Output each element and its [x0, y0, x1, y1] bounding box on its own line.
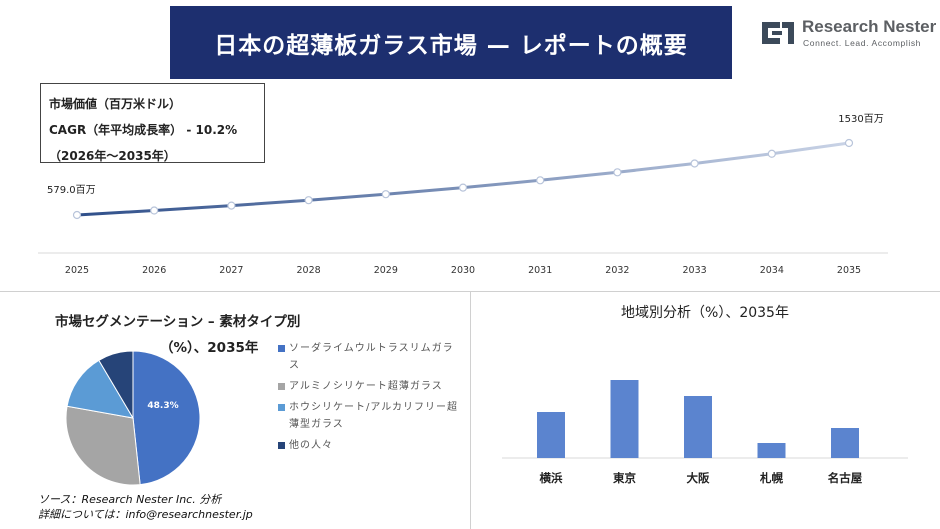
legend-item: 他の人々	[278, 437, 463, 454]
regional-bar-chart: 横浜 東京 大阪 札幌 名古屋	[502, 380, 908, 485]
material-type-pie-chart: 48.3%	[65, 350, 201, 486]
x-tick-label: 2027	[219, 265, 243, 276]
start-value-label: 579.0百万	[47, 184, 96, 196]
pie-slice	[98, 350, 134, 420]
line-point	[536, 176, 545, 185]
region-label: 名古屋	[828, 471, 863, 485]
x-tick-label: 2034	[760, 265, 784, 276]
pie-legend: ソーダライムウルトラスリムガラス アルミノシリケート超薄ガラス ホウシリケート/…	[278, 340, 463, 458]
legend-item: ソーダライムウルトラスリムガラス	[278, 340, 463, 374]
x-tick-label: 2025	[65, 265, 89, 276]
legend-swatch	[278, 404, 285, 411]
source-note: ソース：Research Nester Inc. 分析 詳細については：info…	[38, 492, 253, 522]
forecast-period-label: （2026年～2035年）	[49, 149, 176, 163]
line-point	[381, 190, 390, 199]
x-tick-label: 2029	[374, 265, 398, 276]
region-label: 大阪	[687, 471, 710, 485]
region-label: 札幌	[759, 471, 783, 485]
x-tick-label: 2032	[605, 265, 629, 276]
x-tick-label: 2030	[451, 265, 475, 276]
region-label: 横浜	[540, 471, 563, 485]
x-tick-label: 2028	[297, 265, 321, 276]
line-point	[458, 183, 468, 192]
line-point	[227, 201, 236, 210]
line-point	[150, 206, 159, 215]
x-tick-label: 2031	[528, 265, 552, 276]
segmentation-title: 市場セグメンテーション – 素材タイプ別	[55, 314, 301, 330]
legend-item: アルミノシリケート超薄ガラス	[278, 378, 463, 395]
source-line: ソース：Research Nester Inc. 分析	[38, 493, 222, 506]
x-tick-label: 2026	[142, 265, 166, 276]
market-info-box: 市場価値（百万米ドル） CAGR（年平均成長率） - 10.2% （2026年～…	[40, 83, 265, 163]
vertical-divider	[470, 292, 471, 529]
logo-icon	[762, 22, 794, 44]
line-point	[767, 149, 776, 158]
region-bar	[537, 412, 565, 458]
line-point	[613, 168, 622, 177]
pie-slice	[132, 350, 201, 486]
legend-swatch	[278, 383, 285, 390]
segmentation-subtitle: （%）、2035年	[160, 340, 259, 356]
region-bar	[831, 428, 859, 458]
pie-slice	[65, 405, 141, 486]
market-value-line-chart: 2025 2026 2027 2028 2029 2030 2031 2032 2033 2034…	[38, 113, 888, 276]
regional-analysis-title: 地域別分析（%）、2035年	[621, 305, 789, 321]
legend-swatch	[278, 442, 285, 449]
logo-name: Research Nester	[802, 17, 937, 36]
legend-label: ソーダライムウルトラスリムガラス	[289, 343, 454, 371]
end-value-label: 1530百万	[838, 113, 883, 125]
pie-slice	[66, 359, 134, 419]
page-title: 日本の超薄板ガラス市場 — レポートの概要	[170, 6, 732, 79]
pie-data-label: 48.3%	[147, 401, 178, 411]
cagr-label: CAGR（年平均成長率） - 10.2%	[49, 123, 238, 137]
x-tick-label: 2035	[837, 265, 861, 276]
legend-swatch	[278, 345, 285, 352]
line-point	[72, 210, 82, 220]
x-tick-label: 2033	[683, 265, 707, 276]
horizontal-divider	[0, 291, 940, 292]
region-bar	[757, 443, 786, 458]
line-point	[844, 138, 854, 148]
legend-label: ホウシリケート/アルカリフリー超薄型ガラス	[289, 402, 458, 430]
logo-tagline: Connect. Lead. Accomplish	[803, 38, 922, 48]
legend-label: 他の人々	[289, 440, 333, 451]
region-bar	[610, 380, 639, 458]
line-point	[690, 159, 699, 168]
legend-label: アルミノシリケート超薄ガラス	[289, 381, 443, 392]
contact-line: 詳細については：info@researchnester.jp	[38, 508, 253, 521]
region-bar	[684, 396, 712, 458]
market-value-label: 市場価値（百万米ドル）	[49, 97, 182, 111]
legend-item: ホウシリケート/アルカリフリー超薄型ガラス	[278, 399, 463, 433]
line-point	[304, 196, 313, 205]
research-nester-logo: Research Nester Connect. Lead. Accomplis…	[758, 16, 938, 52]
region-label: 東京	[613, 471, 636, 485]
